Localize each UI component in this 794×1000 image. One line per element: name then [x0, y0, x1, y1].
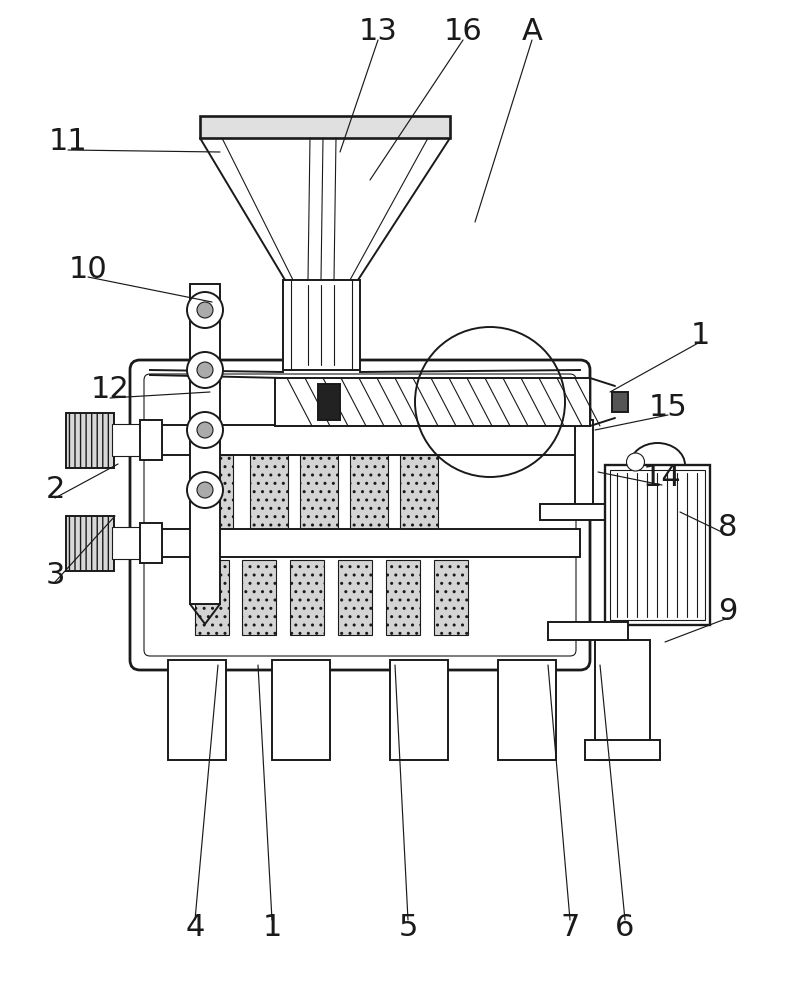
Bar	[595, 640, 650, 760]
Bar	[112, 527, 142, 559]
Bar	[612, 392, 628, 412]
Bar	[585, 740, 660, 760]
Bar	[400, 455, 438, 545]
Text: 16: 16	[444, 17, 483, 46]
Text: 14: 14	[642, 464, 681, 492]
Bar	[195, 560, 229, 635]
Bar	[190, 284, 220, 604]
Bar	[283, 280, 360, 370]
Bar	[200, 116, 450, 138]
Bar	[140, 523, 162, 563]
Text: 13: 13	[359, 17, 398, 46]
Bar	[605, 465, 710, 625]
Text: 3: 3	[45, 560, 65, 589]
Bar	[575, 420, 593, 510]
Bar	[195, 455, 233, 545]
Circle shape	[187, 412, 223, 448]
Bar	[610, 470, 705, 620]
Text: 9: 9	[719, 597, 738, 626]
Circle shape	[197, 482, 213, 498]
Circle shape	[197, 362, 213, 378]
Text: 10: 10	[68, 255, 107, 284]
Bar	[290, 560, 324, 635]
Bar	[498, 660, 556, 760]
Text: 2: 2	[45, 476, 64, 504]
Circle shape	[187, 352, 223, 388]
Bar	[390, 660, 448, 760]
Bar	[66, 516, 114, 571]
Bar	[168, 660, 226, 760]
Text: 1: 1	[690, 320, 710, 350]
Bar	[272, 660, 330, 760]
Text: 15: 15	[649, 393, 688, 422]
Bar	[540, 504, 605, 520]
Bar	[242, 560, 276, 635]
Text: 6: 6	[615, 914, 634, 942]
Bar	[275, 378, 590, 426]
Circle shape	[187, 292, 223, 328]
Circle shape	[626, 453, 645, 471]
Circle shape	[197, 422, 213, 438]
Text: 1: 1	[262, 914, 282, 942]
Text: 8: 8	[719, 514, 738, 542]
FancyBboxPatch shape	[130, 360, 590, 670]
Text: 7: 7	[561, 914, 580, 942]
Bar	[338, 560, 372, 635]
Bar	[155, 529, 580, 557]
Circle shape	[197, 302, 213, 318]
Text: 5: 5	[399, 914, 418, 942]
Text: 12: 12	[91, 375, 129, 404]
Bar	[434, 560, 468, 635]
Bar	[300, 455, 338, 545]
Bar	[155, 425, 580, 455]
Text: A: A	[522, 17, 542, 46]
Bar	[318, 384, 340, 420]
Text: 11: 11	[48, 127, 87, 156]
Bar	[66, 413, 114, 468]
Text: 4: 4	[185, 914, 205, 942]
Bar	[548, 622, 628, 640]
Bar	[112, 424, 142, 456]
Bar	[250, 455, 288, 545]
Circle shape	[187, 472, 223, 508]
Bar	[140, 420, 162, 460]
Bar	[350, 455, 388, 545]
Bar	[386, 560, 420, 635]
